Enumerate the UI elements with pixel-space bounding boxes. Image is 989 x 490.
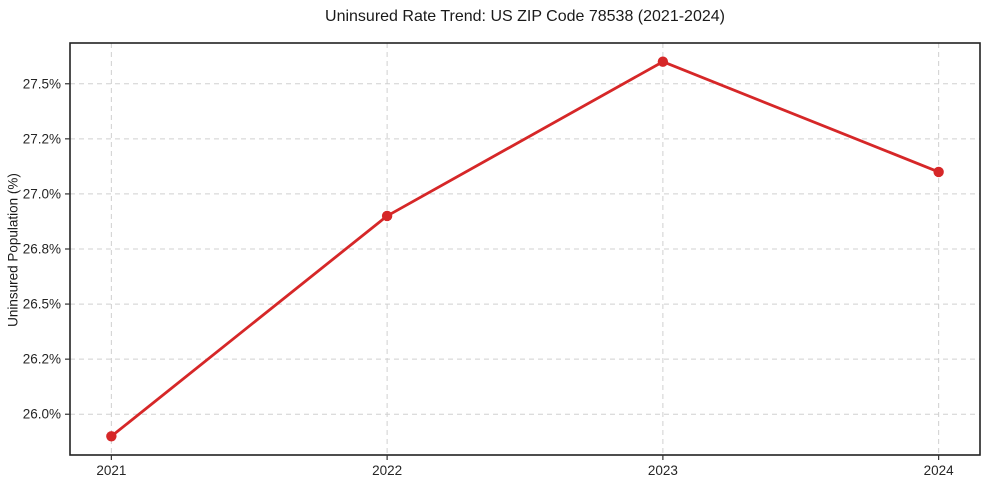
data-point-2022	[381, 210, 393, 222]
x-tick-label: 2021	[96, 463, 126, 478]
y-tick-label: 27.5%	[23, 76, 61, 91]
y-tick-label: 27.2%	[23, 131, 61, 146]
chart-title: Uninsured Rate Trend: US ZIP Code 78538 …	[325, 8, 725, 25]
y-tick-label: 26.0%	[23, 407, 61, 422]
data-point-2021	[106, 431, 117, 442]
x-tick-label: 2023	[648, 463, 678, 478]
y-tick-label: 26.8%	[23, 242, 61, 257]
y-tick-label: 26.2%	[23, 352, 61, 367]
data-point-2023	[657, 56, 669, 67]
trend-line	[109, 60, 941, 438]
x-tick-label: 2022	[372, 463, 402, 478]
x-tick-label: 2024	[924, 463, 955, 478]
data-point-2024	[933, 166, 944, 178]
y-tick-label: 27.0%	[23, 186, 61, 201]
y-tick-label: 26.5%	[23, 297, 61, 312]
